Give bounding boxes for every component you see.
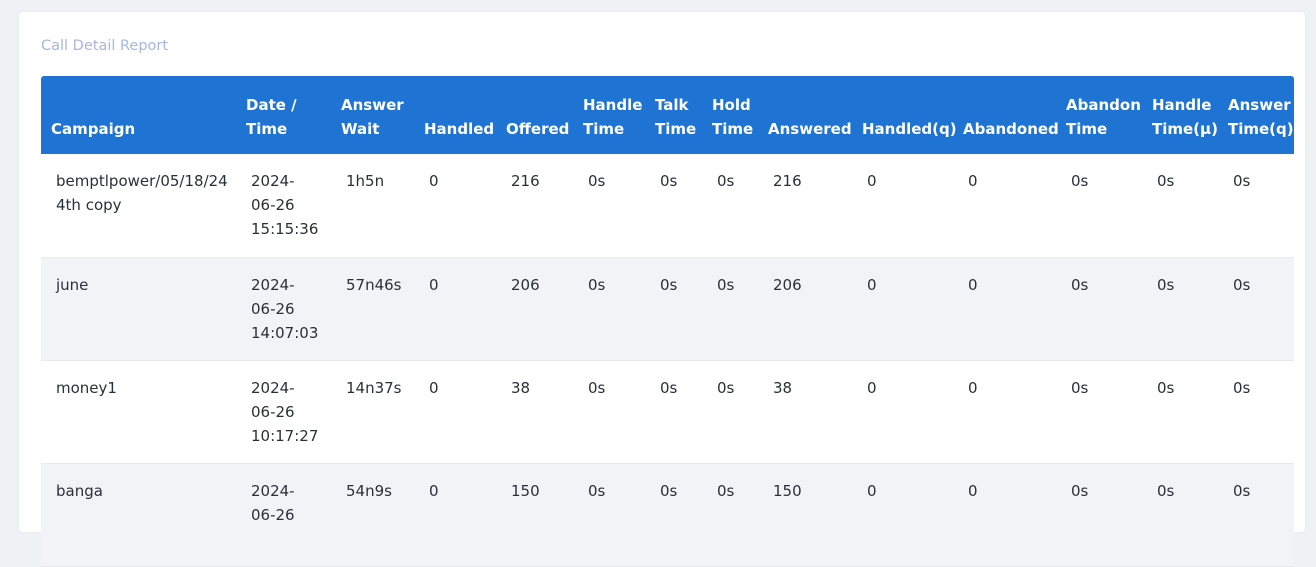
cell-handle-time: 0s [573,257,645,361]
cell-handled-q: 0 [852,463,953,567]
cell-handled-q: 0 [852,154,953,258]
cell-abandoned: 0 [953,257,1056,361]
cell-answer-wait: 1h5n [331,154,414,258]
column-header-abandoned[interactable]: Abandoned [953,76,1059,154]
cell-abandoned: 0 [953,360,1056,464]
cell-offered: 206 [496,257,573,361]
column-header-answer-time-q[interactable]: Answer Time(q) [1218,76,1294,154]
cell-answer-time-q: 0s [1218,463,1294,567]
cell-answer-wait: 54n9s [331,463,414,567]
cell-handled: 0 [414,154,496,258]
cell-date-time: 2024- 06-26 15:15:36 [236,154,331,258]
cell-answer-wait: 57n46s [331,257,414,361]
table-row[interactable]: banga 2024- 06-26 54n9s 0 150 0s 0s 0s 15… [41,463,1294,567]
cell-abandoned: 0 [953,463,1056,567]
cell-talk-time: 0s [645,154,702,258]
cell-campaign: banga [41,463,236,567]
cell-campaign: money1 [41,360,236,464]
cell-date-time: 2024- 06-26 [236,463,331,567]
cell-hold-time: 0s [702,360,758,464]
report-title: Call Detail Report [41,38,169,54]
cell-talk-time: 0s [645,257,702,361]
report-card: Call Detail Report Campaign Date / Time A… [19,12,1305,567]
column-header-talk-time[interactable]: Talk Time [645,76,702,154]
cell-talk-time: 0s [645,360,702,464]
cell-handled-q: 0 [852,360,953,464]
cell-handle-time: 0s [573,154,645,258]
cell-answered: 206 [758,257,852,361]
cell-hold-time: 0s [702,154,758,258]
cell-handle-time: 0s [573,463,645,567]
cell-abandon-time: 0s [1056,463,1142,567]
cell-abandon-time: 0s [1056,154,1142,258]
cell-offered: 150 [496,463,573,567]
call-detail-table: Campaign Date / Time Answer Wait Handled O… [41,76,1294,567]
cell-answer-wait: 14n37s [331,360,414,464]
cell-answered: 38 [758,360,852,464]
cell-date-time: 2024- 06-26 10:17:27 [236,360,331,464]
cell-handled-q: 0 [852,257,953,361]
column-header-answered[interactable]: Answered [758,76,852,154]
table-row[interactable]: bemptlpower/05/18/24 4th copy 2024- 06-26… [41,154,1294,258]
cell-handled: 0 [414,257,496,361]
cell-abandon-time: 0s [1056,360,1142,464]
cell-handled: 0 [414,360,496,464]
table-row[interactable]: money1 2024- 06-26 10:17:27 14n37s 0 38 0s… [41,360,1294,464]
column-header-answer-wait[interactable]: Answer Wait [331,76,414,154]
cell-campaign: june [41,257,236,361]
cell-hold-time: 0s [702,257,758,361]
cell-answer-time-q: 0s [1218,257,1294,361]
cell-offered: 38 [496,360,573,464]
cell-handle-time-mu: 0s [1142,463,1218,567]
cell-handle-time: 0s [573,360,645,464]
column-header-handled-q[interactable]: Handled(q) [852,76,957,154]
cell-handle-time-mu: 0s [1142,154,1218,258]
cell-answered: 150 [758,463,852,567]
cell-answered: 216 [758,154,852,258]
cell-abandoned: 0 [953,154,1056,258]
cell-talk-time: 0s [645,463,702,567]
cell-answer-time-q: 0s [1218,154,1294,258]
column-header-handled[interactable]: Handled [414,76,496,154]
column-header-campaign[interactable]: Campaign [41,76,236,154]
column-header-handle-time-mu[interactable]: Handle Time(μ) [1142,76,1218,154]
cell-handle-time-mu: 0s [1142,360,1218,464]
table-header-row: Campaign Date / Time Answer Wait Handled O… [41,76,1294,154]
cell-answer-time-q: 0s [1218,360,1294,464]
cell-handled: 0 [414,463,496,567]
column-header-offered[interactable]: Offered [496,76,573,154]
column-header-date-time[interactable]: Date / Time [236,76,331,154]
cell-campaign: bemptlpower/05/18/24 4th copy [41,154,236,258]
cell-date-time: 2024- 06-26 14:07:03 [236,257,331,361]
column-header-handle-time[interactable]: Handle Time [573,76,645,154]
cell-hold-time: 0s [702,463,758,567]
cell-handle-time-mu: 0s [1142,257,1218,361]
table-row[interactable]: june 2024- 06-26 14:07:03 57n46s 0 206 0s … [41,257,1294,361]
column-header-abandon-time[interactable]: Abandon Time [1056,76,1142,154]
column-header-hold-time[interactable]: Hold Time [702,76,758,154]
cell-offered: 216 [496,154,573,258]
cell-abandon-time: 0s [1056,257,1142,361]
